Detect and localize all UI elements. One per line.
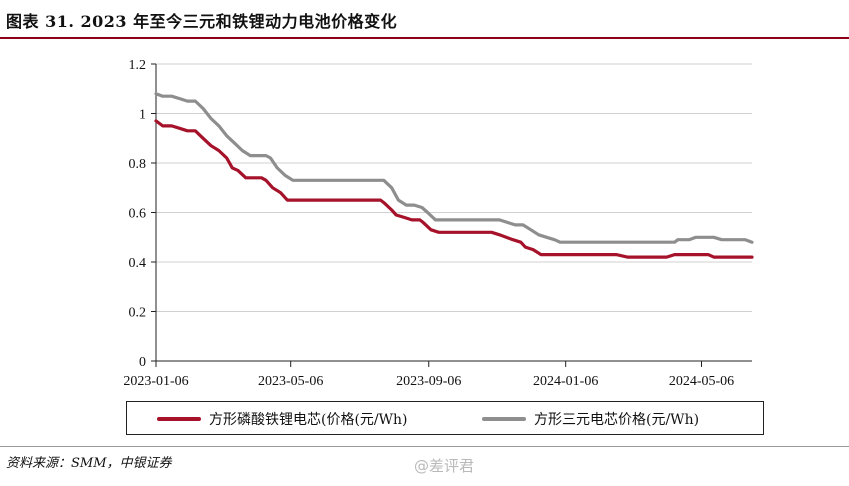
chart-title: 图表 31. 2023 年至今三元和铁锂动力电池价格变化 bbox=[6, 12, 398, 31]
legend-swatch-lfp bbox=[157, 417, 201, 421]
y-tick-label: 1.2 bbox=[129, 58, 147, 73]
y-tick-label: 0.6 bbox=[129, 207, 147, 222]
legend-label-lfp: 方形磷酸铁锂电芯(价格(元/Wh) bbox=[209, 412, 408, 428]
y-tick-label: 1 bbox=[139, 108, 146, 123]
legend-item-lfp: 方形磷酸铁锂电芯(价格(元/Wh) bbox=[157, 409, 408, 429]
y-tick-label: 0.8 bbox=[129, 157, 147, 172]
y-tick-label: 0.2 bbox=[129, 306, 147, 321]
legend-swatch-ncm bbox=[482, 417, 526, 421]
axes bbox=[151, 63, 752, 367]
grid-lines bbox=[156, 63, 752, 312]
tick-labels: 0 0.2 0.4 0.6 0.8 1 1.2 2023-01-06 2023-05-06 202… bbox=[123, 58, 734, 389]
y-tick-label: 0.4 bbox=[129, 256, 147, 271]
x-tick-label: 2023-09-06 bbox=[396, 374, 461, 389]
x-tick-label: 2024-01-06 bbox=[533, 374, 598, 389]
x-tick-label: 2024-05-06 bbox=[669, 374, 734, 389]
series-line-ncm bbox=[154, 92, 754, 244]
title-divider bbox=[0, 37, 849, 39]
legend-item-ncm: 方形三元电芯价格(元/Wh) bbox=[482, 409, 699, 429]
x-tick-label: 2023-05-06 bbox=[258, 374, 323, 389]
legend-label-ncm: 方形三元电芯价格(元/Wh) bbox=[534, 412, 700, 428]
x-tick-label: 2023-01-06 bbox=[123, 374, 188, 389]
legend: 方形磷酸铁锂电芯(价格(元/Wh) 方形三元电芯价格(元/Wh) bbox=[126, 401, 764, 435]
y-tick-label: 0 bbox=[139, 355, 146, 370]
line-chart: 0 0.2 0.4 0.6 0.8 1 1.2 2023-01-06 2023-05-06 202… bbox=[123, 58, 754, 389]
series-lines bbox=[154, 92, 754, 259]
source-note: 资料来源：SMM，中银证券 bbox=[6, 456, 172, 471]
watermark: @差评君 bbox=[414, 457, 475, 475]
footer-divider bbox=[0, 446, 849, 447]
series-line-lfp bbox=[154, 119, 754, 259]
